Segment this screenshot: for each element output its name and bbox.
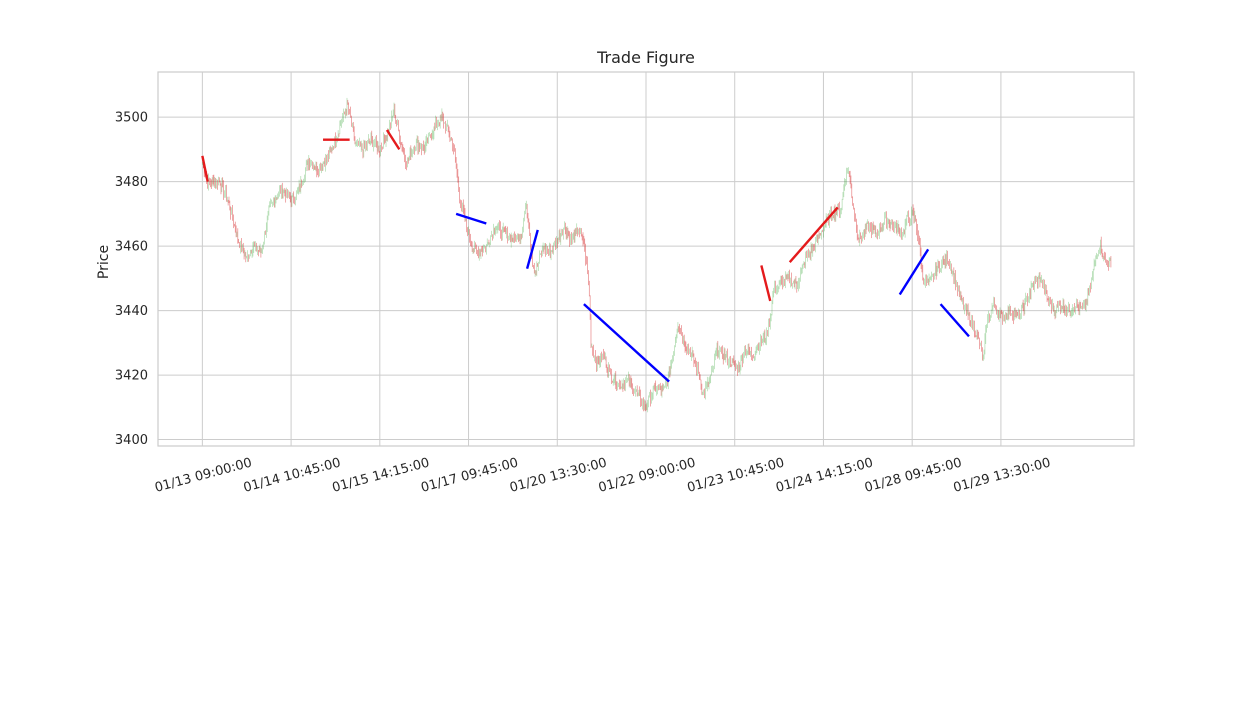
chart-title: Trade Figure [596, 48, 695, 67]
x-tick-label: 01/24 14:15:00 [774, 455, 874, 495]
trade-line [583, 303, 670, 383]
y-axis-label: Price [96, 245, 112, 279]
y-tick-label: 3400 [115, 433, 148, 448]
trade-line [788, 206, 839, 264]
trade-line [455, 212, 487, 225]
x-tick-label: 01/23 10:45:00 [686, 455, 786, 495]
y-tick-labels: 3400 3420 3440 3460 3480 3500 [115, 111, 148, 448]
y-tick-label: 3500 [115, 111, 148, 126]
trade-line [201, 155, 209, 182]
x-tick-label: 01/15 14:15:00 [331, 455, 431, 495]
x-tick-label: 01/22 09:00:00 [597, 455, 697, 495]
x-tick-label: 01/20 13:30:00 [508, 455, 608, 495]
x-tick-label: 01/29 13:30:00 [952, 455, 1052, 495]
y-tick-label: 3480 [115, 175, 148, 190]
trade-line [898, 248, 930, 296]
y-tick-label: 3460 [115, 240, 148, 255]
x-tick-label: 01/14 10:45:00 [242, 455, 342, 495]
trade-line [760, 265, 772, 302]
x-tick-label: 01/17 09:45:00 [419, 455, 519, 495]
y-tick-label: 3420 [115, 369, 148, 384]
x-tick-label: 01/28 09:45:00 [863, 455, 963, 495]
x-tick-label: 01/13 09:00:00 [153, 455, 253, 495]
trade-line [939, 303, 970, 338]
trade-lines [201, 129, 970, 383]
plot-frame [157, 71, 1135, 447]
grid-lines [158, 72, 1134, 446]
price-candles [202, 97, 1112, 413]
trade-line [525, 229, 539, 269]
trade-line [385, 129, 401, 151]
y-tick-label: 3440 [115, 304, 148, 319]
